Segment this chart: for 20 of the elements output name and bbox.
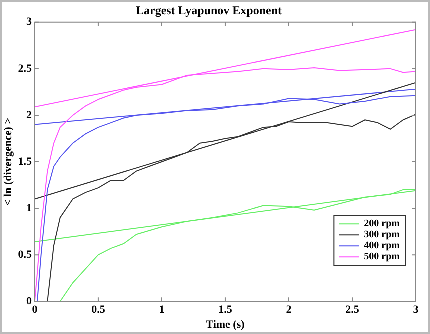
legend-label: 300 rpm [364, 230, 401, 241]
x-tick-label: 3 [413, 304, 420, 316]
x-tick-label: 2 [286, 304, 292, 316]
legend-label: 500 rpm [364, 252, 401, 263]
y-tick-label: 1.5 [18, 156, 32, 168]
chart-title: Largest Lyapunov Exponent [136, 3, 282, 18]
legend-label: 200 rpm [364, 218, 401, 230]
y-tick-label: 1 [26, 202, 32, 214]
x-tick-label: 1 [159, 304, 165, 316]
y-axis-title: < ln (divergence) > [2, 118, 14, 206]
y-tick-label: 0 [26, 295, 32, 308]
x-axis-title: Time (s) [206, 319, 246, 332]
y-tick-label: 3 [26, 16, 32, 28]
y-tick-label: 2 [26, 109, 32, 122]
y-tick-label: 0.5 [18, 248, 32, 261]
legend-label: 400 rpm [364, 240, 401, 252]
x-tick-label: 0.5 [92, 304, 106, 316]
y-tick-label: 2.5 [18, 62, 32, 75]
x-tick-label: 1.5 [218, 304, 233, 316]
x-tick-label: 2.5 [346, 304, 360, 316]
